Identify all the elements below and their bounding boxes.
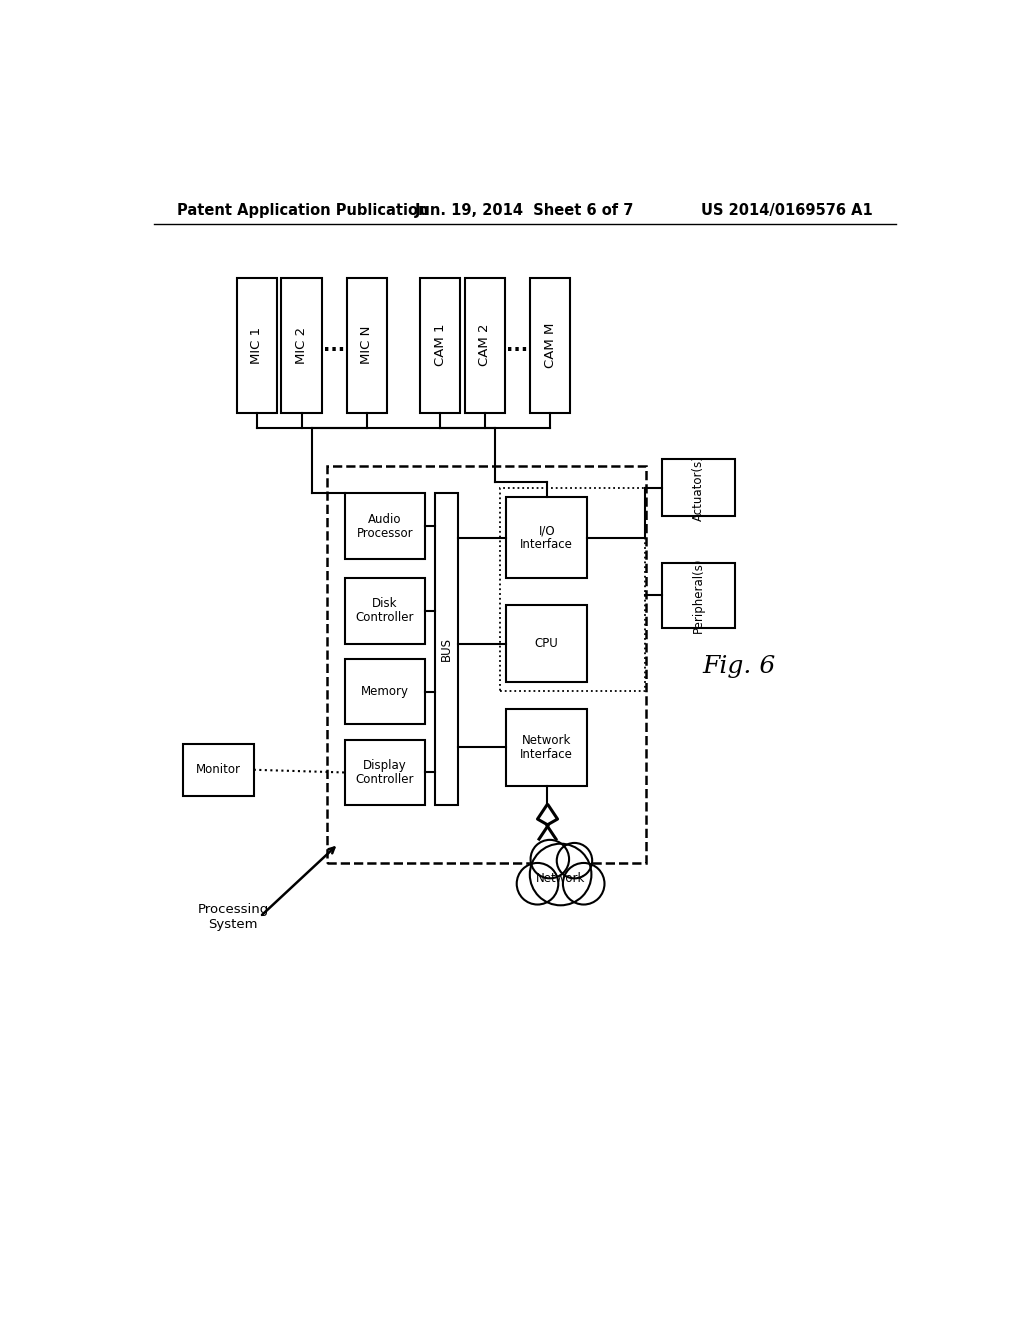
Text: Disk: Disk [373,598,397,610]
Text: MIC 2: MIC 2 [295,326,308,364]
Text: Processor: Processor [356,527,414,540]
FancyBboxPatch shape [506,498,587,578]
Text: Patent Application Publication: Patent Application Publication [177,203,428,218]
Text: Peripheral(s): Peripheral(s) [692,557,705,634]
FancyBboxPatch shape [282,277,322,412]
Text: System: System [208,917,258,931]
FancyBboxPatch shape [435,494,458,805]
Text: Interface: Interface [520,539,573,550]
FancyBboxPatch shape [327,466,646,863]
FancyBboxPatch shape [345,578,425,644]
Text: CAM 1: CAM 1 [433,323,446,367]
Text: Network: Network [522,734,571,747]
Text: I/O: I/O [539,524,555,537]
FancyBboxPatch shape [345,659,425,725]
FancyBboxPatch shape [662,459,735,516]
Text: CAM M: CAM M [544,322,557,368]
Text: Processing: Processing [198,903,268,916]
Text: Audio: Audio [369,512,401,525]
Text: MIC N: MIC N [360,326,374,364]
Text: Actuator(s): Actuator(s) [692,454,705,520]
FancyBboxPatch shape [345,739,425,805]
Text: US 2014/0169576 A1: US 2014/0169576 A1 [701,203,872,218]
Text: Controller: Controller [355,611,415,624]
Text: Memory: Memory [361,685,409,698]
FancyBboxPatch shape [506,709,587,785]
Circle shape [517,863,558,904]
Text: Fig. 6: Fig. 6 [702,655,775,678]
FancyBboxPatch shape [465,277,505,412]
Text: Controller: Controller [355,774,415,785]
Circle shape [563,863,604,904]
Text: MIC 1: MIC 1 [250,326,263,364]
FancyBboxPatch shape [506,605,587,682]
Circle shape [530,840,569,878]
Text: Network: Network [536,871,586,884]
FancyBboxPatch shape [530,277,570,412]
Circle shape [529,843,592,906]
FancyBboxPatch shape [237,277,276,412]
Text: BUS: BUS [439,638,453,661]
Text: Display: Display [364,759,407,772]
FancyBboxPatch shape [183,743,254,796]
FancyBboxPatch shape [347,277,387,412]
Circle shape [557,843,592,878]
Text: CPU: CPU [535,638,559,649]
Text: Interface: Interface [520,748,573,760]
Text: ...: ... [507,335,528,355]
Text: Jun. 19, 2014  Sheet 6 of 7: Jun. 19, 2014 Sheet 6 of 7 [415,203,635,218]
FancyBboxPatch shape [345,494,425,558]
Bar [500,488,645,692]
Text: Monitor: Monitor [196,763,241,776]
FancyBboxPatch shape [662,562,735,628]
Text: ...: ... [324,335,345,355]
FancyBboxPatch shape [420,277,460,412]
Text: CAM 2: CAM 2 [478,323,492,367]
